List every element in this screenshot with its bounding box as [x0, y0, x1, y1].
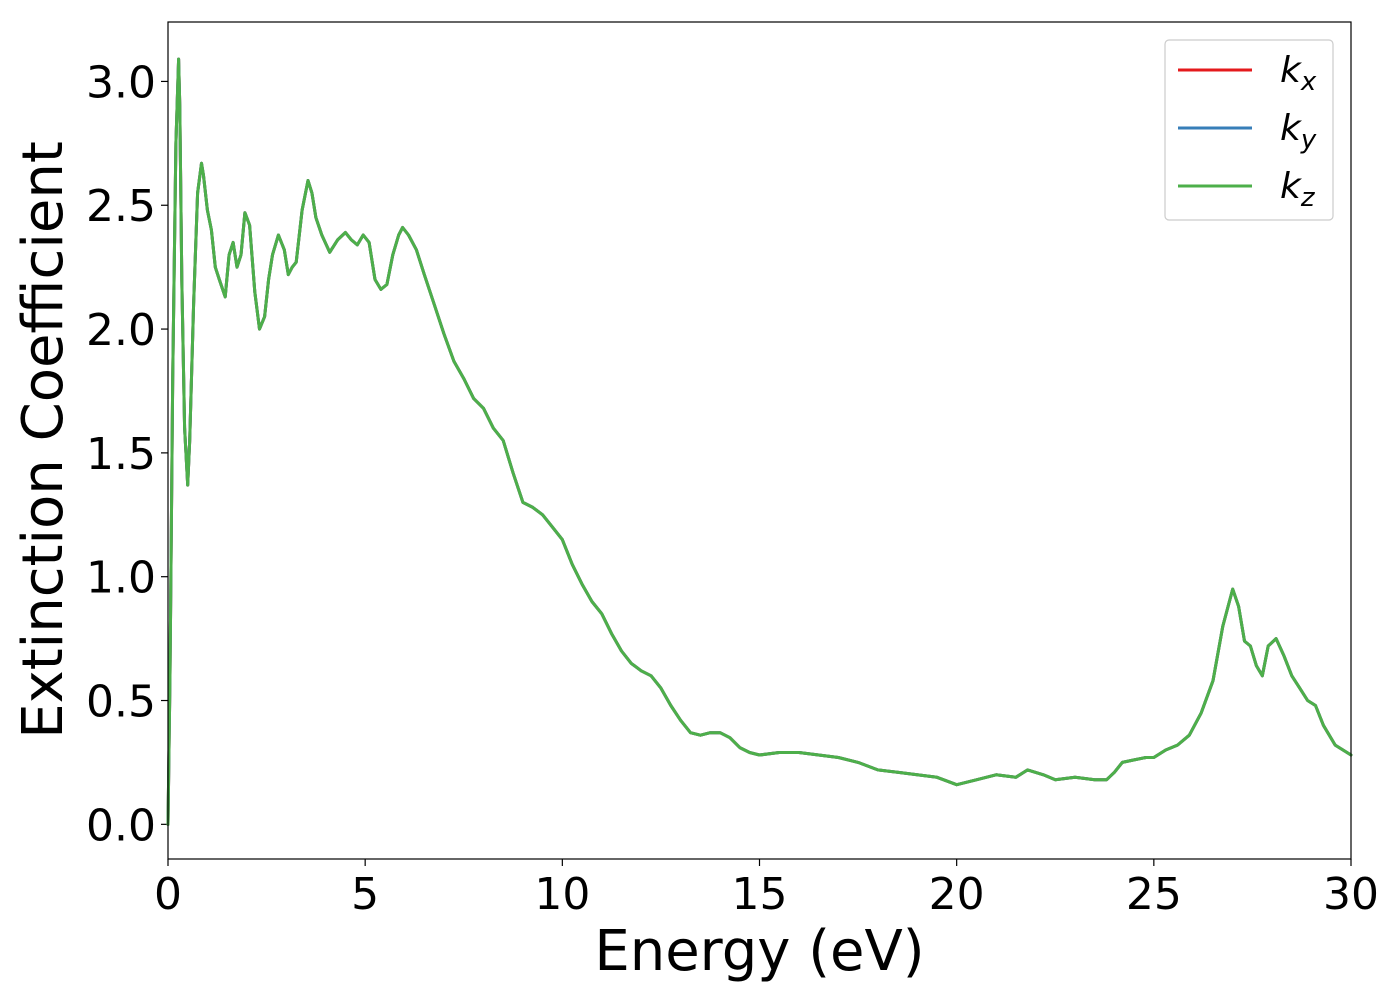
- x-tick-label: 15: [732, 869, 788, 920]
- x-axis-ticks: 0 5 10 15 20 25 30: [154, 859, 1379, 920]
- legend-label-kx: kx: [1280, 50, 1317, 97]
- y-tick-label: 2.5: [86, 181, 156, 232]
- x-axis-label: Energy (eV): [594, 919, 924, 984]
- plot-frame: [167, 21, 1352, 860]
- x-tick-label: 10: [534, 869, 590, 920]
- y-tick-label: 3.0: [86, 57, 156, 108]
- y-tick-label: 0.5: [86, 677, 156, 728]
- x-tick-label: 0: [154, 869, 182, 920]
- x-tick-label: 5: [351, 869, 379, 920]
- legend-box: [1164, 39, 1334, 221]
- y-axis-ticks: 0.0 0.5 1.0 1.5 2.0 2.5 3.0: [86, 57, 168, 851]
- series-line-kz: [166, 57, 1353, 826]
- y-tick-label: 0.0: [86, 800, 156, 851]
- legend-label-ky: ky: [1280, 108, 1317, 155]
- series-lines: [166, 57, 1353, 826]
- y-axis-label: Extinction Coefficient: [11, 141, 76, 739]
- y-tick-label: 2.0: [86, 305, 156, 356]
- legend-label-kz: kz: [1280, 166, 1316, 213]
- y-tick-label: 1.5: [86, 429, 156, 480]
- legend: kx ky kz: [1164, 39, 1334, 221]
- x-tick-label: 20: [929, 869, 985, 920]
- x-tick-label: 30: [1323, 869, 1379, 920]
- y-tick-label: 1.0: [86, 553, 156, 604]
- x-tick-label: 25: [1126, 869, 1182, 920]
